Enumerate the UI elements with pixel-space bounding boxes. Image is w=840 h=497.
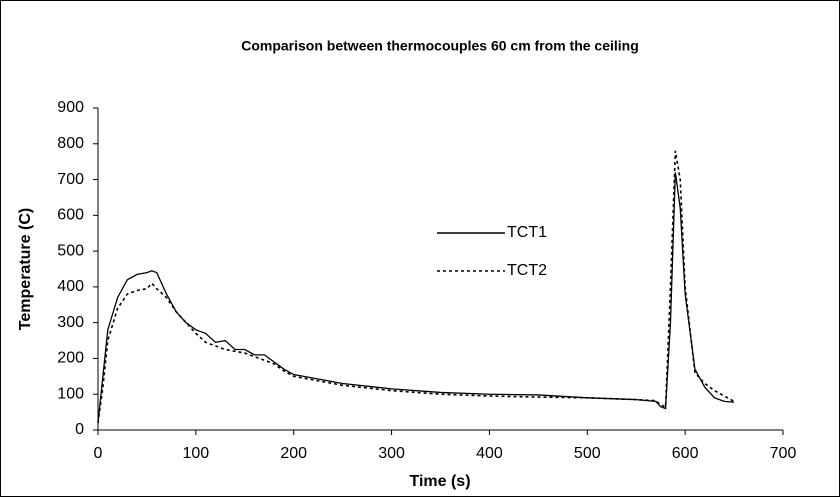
chart-title: Comparison between thermocouples 60 cm f…	[241, 38, 639, 54]
y-tick-label: 100	[57, 385, 84, 402]
y-tick-label: 400	[57, 278, 84, 295]
y-tick-label: 200	[57, 350, 84, 367]
x-tick-label: 200	[280, 445, 307, 462]
x-tick-label: 300	[378, 445, 405, 462]
legend-label: TCT1	[507, 224, 547, 241]
x-axis-label: Time (s)	[409, 473, 470, 490]
y-tick-label: 800	[57, 135, 84, 152]
legend-label: TCT2	[507, 262, 547, 279]
x-tick-label: 0	[94, 445, 103, 462]
x-tick-label: 700	[770, 445, 797, 462]
y-tick-label: 300	[57, 314, 84, 331]
series-line	[97, 172, 735, 423]
y-tick-label: 700	[57, 171, 84, 188]
y-tick-label: 600	[57, 207, 84, 224]
x-tick-label: 500	[574, 445, 601, 462]
y-tick-label: 0	[75, 421, 84, 438]
y-axis-label: Temperature (C)	[17, 208, 34, 330]
y-tick-label: 500	[57, 242, 84, 259]
x-tick-label: 100	[183, 445, 210, 462]
series-line	[97, 150, 735, 423]
x-tick-label: 600	[672, 445, 699, 462]
y-tick-label: 900	[57, 99, 84, 116]
x-tick-label: 400	[476, 445, 503, 462]
